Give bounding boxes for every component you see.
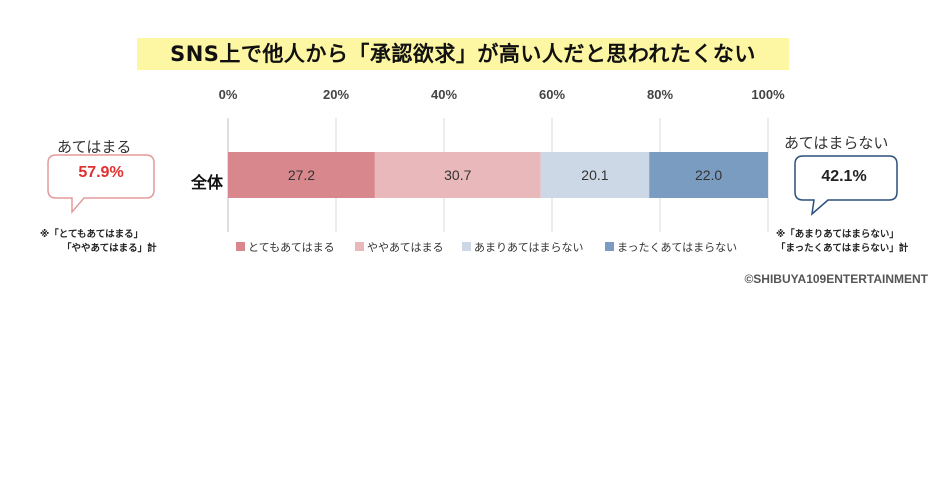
x-tick-label: 40% [431, 87, 457, 102]
data-label: 20.1 [581, 167, 608, 183]
x-tick-label: 0% [219, 87, 238, 102]
left-note-line1: ※「とてもあてはまる」 [40, 229, 144, 240]
right-callout-note: ※「あまりあてはまらない」 「まったくあてはまらない」計 [776, 228, 908, 256]
left-callout-note: ※「とてもあてはまる」 「ややあてはまる」計 [40, 228, 157, 256]
x-tick-label: 100% [751, 87, 785, 102]
right-callout-bubble [794, 155, 898, 216]
legend-label: ややあてはまる [367, 241, 444, 254]
x-tick-label: 20% [323, 87, 349, 102]
data-label: 22.0 [695, 167, 722, 183]
x-tick-label: 60% [539, 87, 565, 102]
legend-swatch [462, 242, 471, 251]
left-callout-bubble [47, 154, 155, 215]
category-label: 全体 [190, 173, 224, 192]
left-note-line2: 「ややあてはまる」計 [62, 243, 157, 254]
chart-title: SNS上で他人から「承認欲求」が高い人だと思われたくない [137, 38, 789, 70]
legend-swatch [605, 242, 614, 251]
right-note-line2: 「まったくあてはまらない」計 [776, 243, 909, 254]
bar-segment [540, 152, 650, 198]
right-callout-value: 42.1% [821, 168, 867, 185]
legend-label: まったくあてはまらない [617, 241, 737, 254]
legend-swatch [236, 242, 245, 251]
right-callout-heading: あてはまらない [784, 134, 889, 152]
right-note-line1: ※「あまりあてはまらない」 [776, 229, 899, 240]
data-label: 30.7 [444, 167, 471, 183]
legend-label: とてもあてはまる [248, 241, 335, 254]
bar-segment [649, 152, 768, 198]
legend-label: あまりあてはまらない [474, 241, 584, 254]
copyright-credit: ©SHIBUYA109ENTERTAINMENT [744, 272, 928, 286]
bar-segment [374, 152, 541, 198]
left-callout-heading: あてはまる [57, 138, 132, 156]
bar-segment [228, 152, 375, 198]
data-label: 27.2 [288, 167, 315, 183]
left-callout-value: 57.9% [78, 164, 124, 181]
x-tick-label: 80% [647, 87, 673, 102]
legend-swatch [355, 242, 364, 251]
